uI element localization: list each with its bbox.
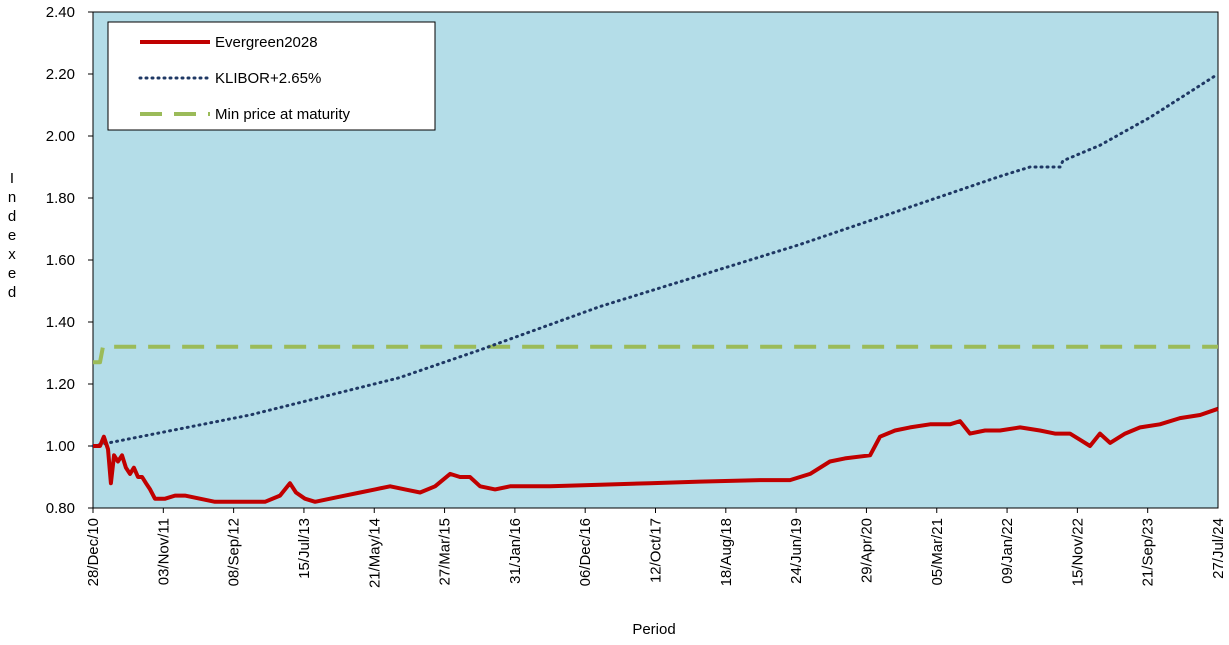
y-tick-label: 0.80: [46, 500, 75, 517]
legend-label: KLIBOR+2.65%: [215, 70, 321, 87]
x-tick-label: 27/Jul/24: [1210, 518, 1227, 579]
y-tick-label: 1.40: [46, 314, 75, 331]
x-tick-label: 31/Jan/16: [507, 518, 524, 584]
x-tick-label: 21/May/14: [366, 518, 383, 588]
x-tick-label: 28/Dec/10: [85, 518, 102, 586]
x-tick-label: 24/Jun/19: [788, 518, 805, 584]
x-tick-label: 12/Oct/17: [648, 518, 665, 583]
y-tick-label: 2.40: [46, 4, 75, 21]
y-tick-label: 1.80: [46, 190, 75, 207]
x-tick-label: 29/Apr/20: [858, 518, 875, 583]
y-tick-label: 2.00: [46, 128, 75, 145]
data-line: [93, 344, 1218, 365]
x-axis-title: Period: [632, 621, 675, 638]
y-axis-title: Indexed: [4, 170, 21, 303]
x-tick-label: 09/Jan/22: [999, 518, 1016, 584]
data-line: [91, 72, 1220, 448]
legend-label: Min price at maturity: [215, 106, 351, 123]
x-tick-label: 03/Nov/11: [155, 518, 172, 585]
y-tick-label: 2.20: [46, 66, 75, 83]
legend-label: Evergreen2028: [215, 34, 318, 51]
y-tick-label: 1.60: [46, 252, 75, 269]
x-tick-label: 05/Mar/21: [929, 518, 946, 586]
x-tick-label: 18/Aug/18: [718, 518, 735, 586]
x-tick-label: 27/Mar/15: [437, 518, 454, 586]
y-tick-label: 1.00: [46, 438, 75, 455]
x-tick-label: 15/Nov/22: [1069, 518, 1086, 586]
x-tick-label: 08/Sep/12: [226, 518, 243, 586]
x-tick-label: 15/Jul/13: [296, 518, 313, 579]
data-line: [93, 406, 1219, 504]
x-tick-label: 06/Dec/16: [577, 518, 594, 586]
x-tick-label: 21/Sep/23: [1140, 518, 1157, 586]
y-tick-label: 1.20: [46, 376, 75, 393]
